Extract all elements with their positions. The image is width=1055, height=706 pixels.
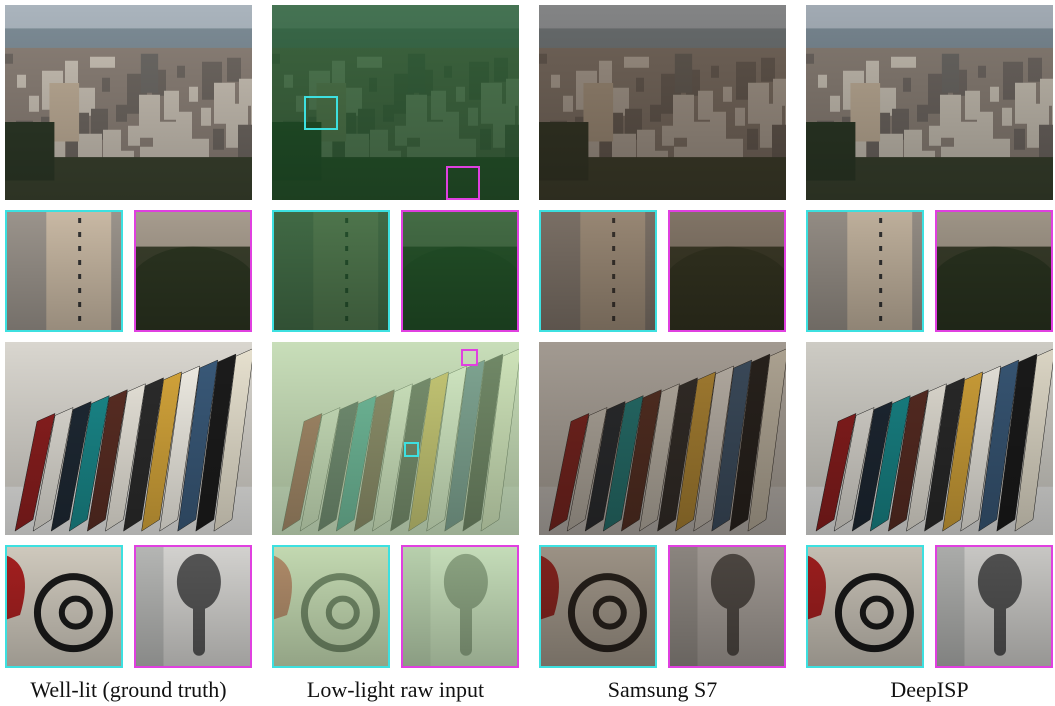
crop-frame (401, 210, 519, 332)
shade (272, 342, 519, 535)
caption: Low-light raw input (307, 677, 484, 702)
crop-frame (5, 545, 123, 668)
caption: Samsung S7 (608, 677, 717, 702)
roi-box (404, 442, 419, 457)
city-image (806, 5, 1053, 200)
crop-frame (806, 210, 924, 332)
books-image (806, 342, 1053, 535)
books-image (272, 342, 519, 535)
crop-image (668, 210, 786, 332)
crop-frame (401, 545, 519, 668)
shade (806, 5, 1053, 200)
shade (401, 545, 519, 668)
shade (668, 545, 786, 668)
city-image (539, 5, 786, 200)
crop-image (539, 210, 657, 332)
building (518, 99, 519, 130)
shade (272, 210, 390, 332)
crop-image (539, 545, 657, 668)
crop-frame (134, 210, 252, 332)
crop-frame (5, 210, 123, 332)
shade (5, 545, 123, 668)
shade (134, 545, 252, 668)
caption: DeepISP (890, 677, 968, 702)
column: DeepISP (806, 5, 1053, 702)
shade (935, 210, 1053, 332)
shade (272, 5, 519, 200)
crop-image (806, 545, 924, 668)
shade (806, 342, 1053, 535)
books-image (5, 342, 252, 535)
city-image (272, 5, 519, 200)
caption: Well-lit (ground truth) (30, 677, 226, 702)
city-image (5, 5, 252, 200)
shade (806, 545, 924, 668)
crop-frame (272, 210, 390, 332)
crop-image (134, 545, 252, 668)
roi-box (461, 349, 478, 366)
crop-image (272, 210, 390, 332)
crop-image (5, 210, 123, 332)
books-image (539, 342, 786, 535)
crop-frame (272, 545, 390, 668)
crop-frame (134, 545, 252, 668)
crop-image (806, 210, 924, 332)
building (785, 99, 786, 130)
crop-image (5, 545, 123, 668)
shade (539, 5, 786, 200)
shade (5, 342, 252, 535)
roi-box (446, 166, 480, 200)
crop-frame (539, 210, 657, 332)
crop-image (935, 210, 1053, 332)
column: Samsung S7 (539, 5, 786, 702)
column: Low-light raw input (272, 5, 519, 702)
crop-image (935, 545, 1053, 668)
shade (539, 545, 657, 668)
shade (401, 210, 519, 332)
crop-frame (539, 545, 657, 668)
crop-frame (668, 545, 786, 668)
crop-image (401, 545, 519, 668)
shade (5, 5, 252, 200)
crop-frame (668, 210, 786, 332)
crop-image (272, 545, 390, 668)
shade (539, 342, 786, 535)
crop-image (668, 545, 786, 668)
shade (668, 210, 786, 332)
shade (5, 210, 123, 332)
crop-image (401, 210, 519, 332)
shade (134, 210, 252, 332)
shade (539, 210, 657, 332)
roi-box (304, 96, 338, 130)
shade (935, 545, 1053, 668)
crop-image (134, 210, 252, 332)
column: Well-lit (ground truth) (5, 5, 252, 702)
crop-frame (935, 210, 1053, 332)
crop-frame (806, 545, 924, 668)
building (251, 99, 252, 130)
shade (806, 210, 924, 332)
shade (272, 545, 390, 668)
crop-frame (935, 545, 1053, 668)
